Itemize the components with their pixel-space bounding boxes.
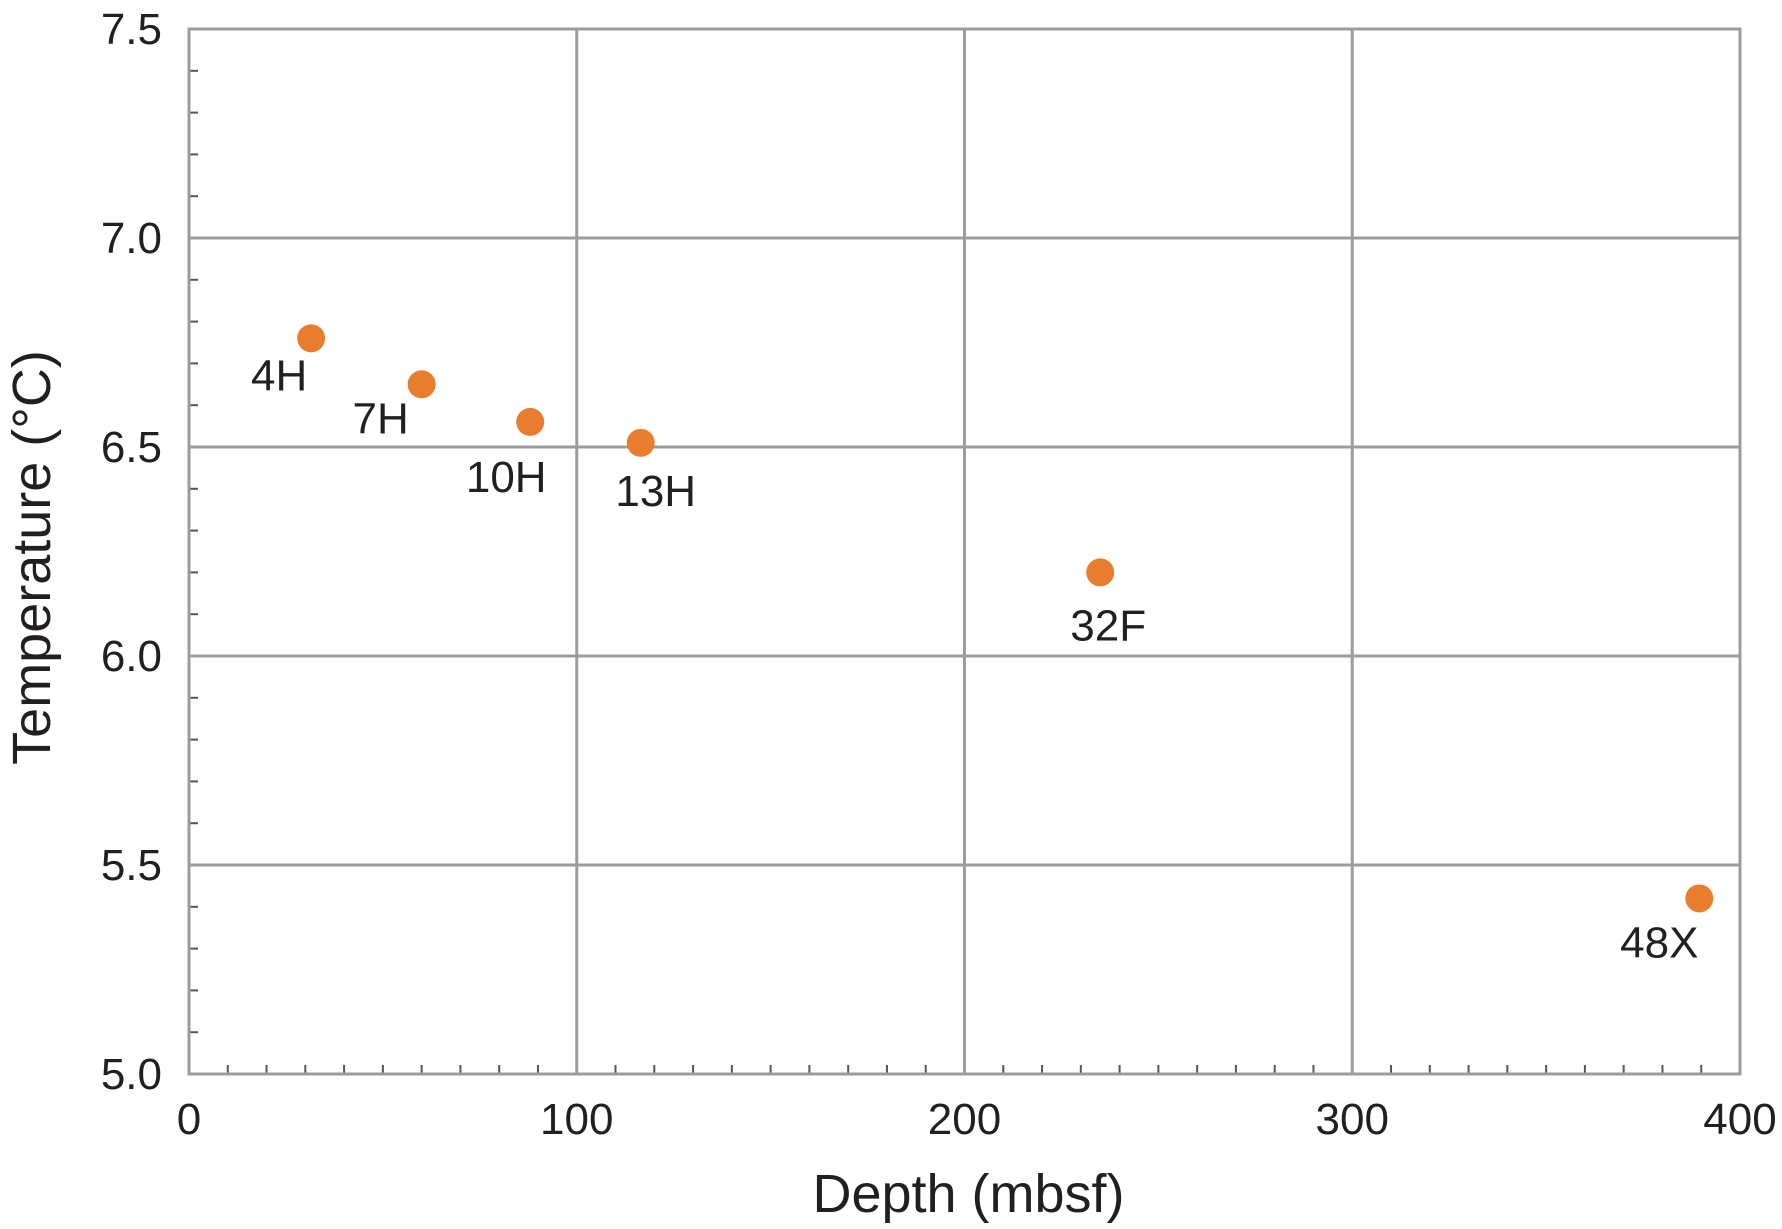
data-point [626, 428, 655, 457]
point-label: 48X [1620, 918, 1698, 967]
y-tick-label: 5.5 [101, 841, 162, 890]
point-label: 10H [466, 453, 547, 502]
x-tick-label: 200 [928, 1095, 1001, 1144]
y-tick-label: 6.0 [101, 632, 162, 681]
x-tick-labels: 0 100 200 300 400 [177, 1095, 1777, 1144]
y-axis-title: Temperature (°C) [2, 350, 62, 765]
x-tick-label: 300 [1316, 1095, 1389, 1144]
x-tick-label: 400 [1703, 1095, 1776, 1144]
point-label: 4H [251, 351, 307, 400]
y-tick-label: 7.0 [101, 214, 162, 263]
point-label: 13H [615, 467, 696, 516]
point-label: 7H [353, 394, 409, 443]
data-points [297, 324, 1714, 913]
x-tick-label: 0 [177, 1095, 201, 1144]
data-point [1685, 884, 1714, 913]
data-point [1086, 558, 1115, 587]
data-point [297, 324, 326, 353]
data-point [516, 407, 545, 436]
grid-lines [189, 29, 1740, 1074]
point-label: 32F [1070, 601, 1146, 650]
x-axis-title: Depth (mbsf) [812, 1164, 1124, 1224]
y-tick-label: 5.0 [101, 1050, 162, 1099]
minor-ticks [189, 69, 1703, 1074]
data-point [407, 370, 436, 399]
point-labels: 4H 7H 10H 13H 32F 48X [251, 351, 1698, 967]
plot-frame [187, 27, 1742, 1076]
y-tick-label: 6.5 [101, 423, 162, 472]
y-tick-label: 7.5 [101, 5, 162, 54]
y-tick-labels: 5.0 5.5 6.0 6.5 7.0 7.5 [101, 5, 162, 1099]
x-tick-label: 100 [540, 1095, 613, 1144]
